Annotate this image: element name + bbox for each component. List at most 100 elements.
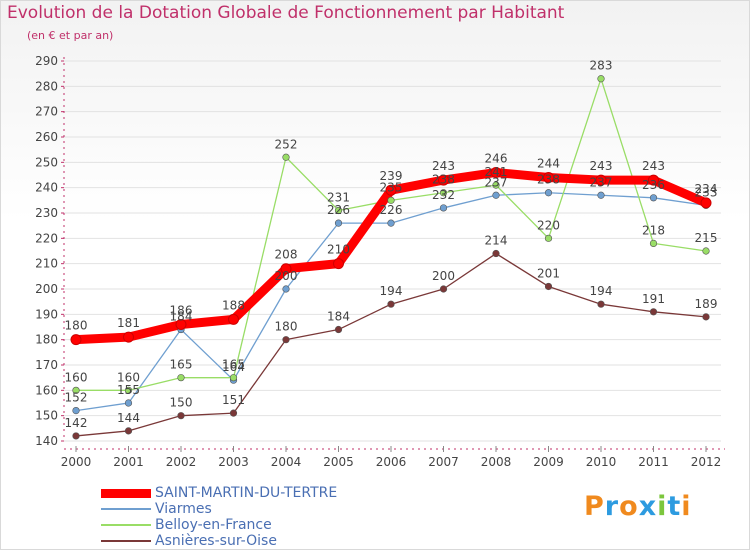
x-tick-label: 2008 bbox=[481, 455, 512, 469]
data-label: 218 bbox=[642, 223, 665, 237]
x-tick-label: 2006 bbox=[376, 455, 407, 469]
y-tick-label: 210 bbox=[35, 257, 58, 271]
data-label: 184 bbox=[170, 310, 193, 324]
data-point bbox=[649, 239, 658, 247]
data-point bbox=[280, 263, 292, 275]
data-label: 241 bbox=[485, 165, 508, 179]
data-point bbox=[387, 196, 395, 204]
y-tick-label: 290 bbox=[35, 54, 58, 68]
legend-swatch bbox=[101, 488, 151, 498]
data-point bbox=[282, 153, 290, 161]
data-point bbox=[543, 172, 554, 184]
data-label: 220 bbox=[537, 218, 560, 232]
y-tick-label: 180 bbox=[35, 333, 58, 347]
data-label: 144 bbox=[117, 411, 140, 425]
data-label: 150 bbox=[170, 396, 193, 410]
data-label: 283 bbox=[590, 59, 613, 73]
data-label: 232 bbox=[432, 188, 455, 202]
data-label: 186 bbox=[170, 303, 193, 317]
data-labels: 152 155 184 164 200 226 226 232 237 238 237 236 233 1… bbox=[65, 59, 718, 430]
data-point bbox=[333, 258, 344, 270]
data-label: 226 bbox=[380, 203, 403, 217]
chart-subtitle: (en € et par an) bbox=[27, 29, 114, 42]
data-label: 152 bbox=[65, 391, 88, 405]
data-point bbox=[544, 282, 553, 291]
data-label: 151 bbox=[222, 393, 245, 407]
data-point bbox=[648, 174, 659, 186]
y-tick-label: 250 bbox=[35, 155, 58, 169]
data-point bbox=[72, 386, 80, 394]
axes: 140 150 160 170 180 190 200 210 220 230 240 250 260 2… bbox=[35, 54, 725, 469]
data-point bbox=[544, 189, 553, 197]
data-label: 238 bbox=[432, 173, 455, 187]
y-tick-label: 150 bbox=[35, 409, 58, 423]
y-tick-label: 200 bbox=[35, 282, 58, 296]
data-label: 233 bbox=[695, 185, 718, 199]
data-label: 184 bbox=[327, 310, 350, 324]
x-tick-label: 2007 bbox=[428, 455, 459, 469]
data-label: 194 bbox=[380, 284, 403, 298]
y-tick-label: 280 bbox=[35, 79, 58, 93]
data-label: 165 bbox=[222, 358, 245, 372]
data-label: 231 bbox=[327, 190, 350, 204]
data-label: 194 bbox=[590, 284, 613, 298]
data-label: 142 bbox=[65, 416, 88, 430]
data-label: 238 bbox=[537, 173, 560, 187]
data-point bbox=[177, 412, 185, 420]
data-point bbox=[597, 75, 605, 83]
data-point bbox=[439, 189, 448, 197]
data-point bbox=[334, 219, 343, 227]
data-point bbox=[229, 409, 238, 417]
data-point bbox=[700, 197, 712, 209]
y-tick-label: 160 bbox=[35, 383, 58, 397]
data-point bbox=[387, 300, 395, 308]
data-point bbox=[595, 174, 607, 186]
data-point bbox=[177, 374, 185, 382]
data-point bbox=[124, 427, 133, 435]
data-label: 201 bbox=[537, 266, 560, 280]
legend-label: Asnières-sur-Oise bbox=[155, 533, 277, 549]
x-tick-label: 2011 bbox=[638, 455, 669, 469]
x-tick-label: 2009 bbox=[533, 455, 564, 469]
x-tick-label: 2000 bbox=[61, 455, 92, 469]
y-tick-label: 140 bbox=[35, 434, 58, 448]
x-tick-label: 2010 bbox=[586, 455, 617, 469]
data-label: 243 bbox=[590, 159, 613, 173]
data-point bbox=[439, 204, 448, 212]
data-point bbox=[124, 386, 133, 394]
data-label: 164 bbox=[222, 360, 245, 374]
y-tick-label: 270 bbox=[35, 105, 58, 119]
data-point bbox=[597, 300, 605, 308]
data-label: 215 bbox=[695, 231, 718, 245]
data-point bbox=[72, 432, 80, 440]
data-label: 239 bbox=[380, 169, 403, 183]
data-label: 181 bbox=[117, 316, 140, 330]
data-label: 243 bbox=[432, 159, 455, 173]
data-point bbox=[492, 191, 500, 199]
data-point bbox=[334, 325, 343, 334]
data-label: 155 bbox=[117, 383, 140, 397]
series-lines bbox=[71, 78, 711, 437]
data-point bbox=[439, 285, 448, 293]
chart-title: Evolution de la Dotation Globale de Fonc… bbox=[7, 3, 565, 23]
data-point bbox=[385, 184, 397, 196]
data-label: 188 bbox=[222, 298, 245, 312]
data-label: 160 bbox=[117, 370, 140, 384]
y-tick-label: 170 bbox=[35, 358, 58, 372]
data-point bbox=[72, 407, 80, 415]
data-label: 243 bbox=[642, 159, 665, 173]
legend-label: SAINT-MARTIN-DU-TERTRE bbox=[155, 485, 338, 501]
data-point bbox=[490, 166, 502, 178]
data-label: 234 bbox=[695, 182, 718, 196]
data-label: 246 bbox=[485, 151, 508, 165]
data-point bbox=[282, 336, 290, 344]
data-point bbox=[702, 247, 710, 255]
data-point bbox=[438, 174, 449, 186]
data-point bbox=[387, 219, 395, 227]
y-tick-label: 230 bbox=[35, 206, 58, 220]
data-label: 244 bbox=[537, 157, 560, 171]
data-point bbox=[702, 313, 710, 321]
legend-swatch bbox=[101, 508, 151, 510]
data-label: 191 bbox=[642, 292, 665, 306]
